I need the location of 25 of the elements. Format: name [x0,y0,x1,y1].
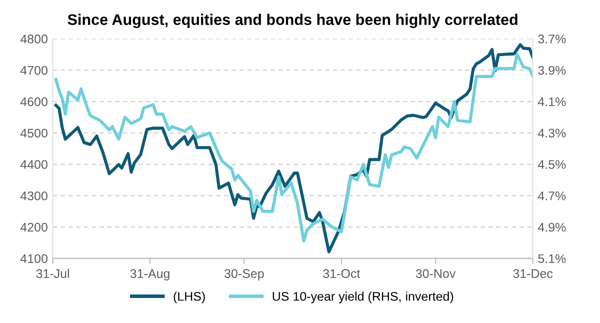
y2-tick-label: 3.9% [538,66,566,75]
y2-tick-label: 5.1% [538,254,566,264]
legend-label: US 10-year yield (RHS, inverted) [272,292,454,304]
y2-tick-label: 3.7% [538,34,566,44]
y2-tick-label: 4.7% [538,192,566,200]
x-tick-label: 30-Sep [224,269,264,280]
x-tick-label: 31-Jul [36,268,69,278]
y-tick-label: 4100 [20,254,48,264]
chart-title: Since August, equities and bonds have been highly correlated [68,14,518,28]
y-tick-label: 4500 [20,128,48,138]
x-tick-label: 30-Nov [416,269,456,278]
y-tick-label: 4400 [20,160,48,169]
y-tick-label: 4800 [20,34,48,44]
y-tick-label: 4600 [20,97,48,106]
y-tick-label: 4700 [20,66,48,75]
y2-tick-label: 4.5% [538,160,566,169]
y-tick-label: 4300 [20,191,48,200]
y2-tick-label: 4.3% [538,128,566,138]
y2-tick-label: 4.9% [538,222,566,232]
y-tick-label: 4200 [20,222,48,232]
x-tick-label: 31-Oct [323,269,360,278]
x-tick-label: 31-Aug [130,269,170,280]
y2-tick-label: 4.1% [538,97,566,106]
legend-label: (LHS) [174,292,205,304]
x-tick-label: 31-Dec [513,269,553,278]
